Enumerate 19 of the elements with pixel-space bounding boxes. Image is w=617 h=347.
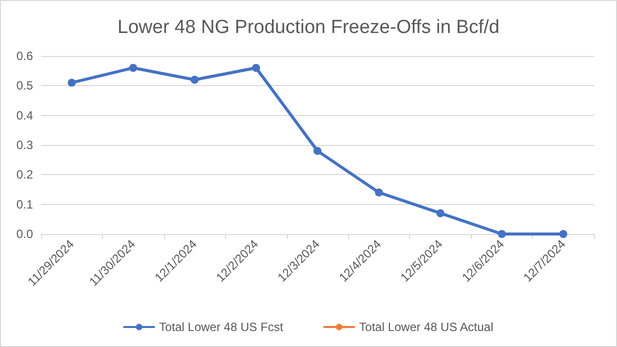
point <box>498 230 506 238</box>
chart-title: Lower 48 NG Production Freeze-Offs in Bcf/d <box>118 17 500 38</box>
y-tick-label: 0.3 <box>16 138 34 152</box>
y-tick-label: 0.5 <box>16 78 34 93</box>
point <box>436 209 444 218</box>
point <box>252 64 260 72</box>
point <box>129 64 138 72</box>
y-tick-label: 0.6 <box>16 49 34 63</box>
y-tick-label: 0.2 <box>16 168 34 182</box>
legend-label: Total Lower 48 US Fcst <box>159 320 284 334</box>
point <box>190 76 199 84</box>
point <box>559 230 568 238</box>
y-tick-label: 0.1 <box>16 197 34 212</box>
point <box>68 78 76 87</box>
y-tick-label: 0.4 <box>16 108 34 122</box>
point <box>374 188 383 196</box>
y-tick-label: 0.0 <box>16 227 34 241</box>
legend-label: Total Lower 48 US Actual <box>359 320 494 334</box>
point <box>314 146 322 155</box>
